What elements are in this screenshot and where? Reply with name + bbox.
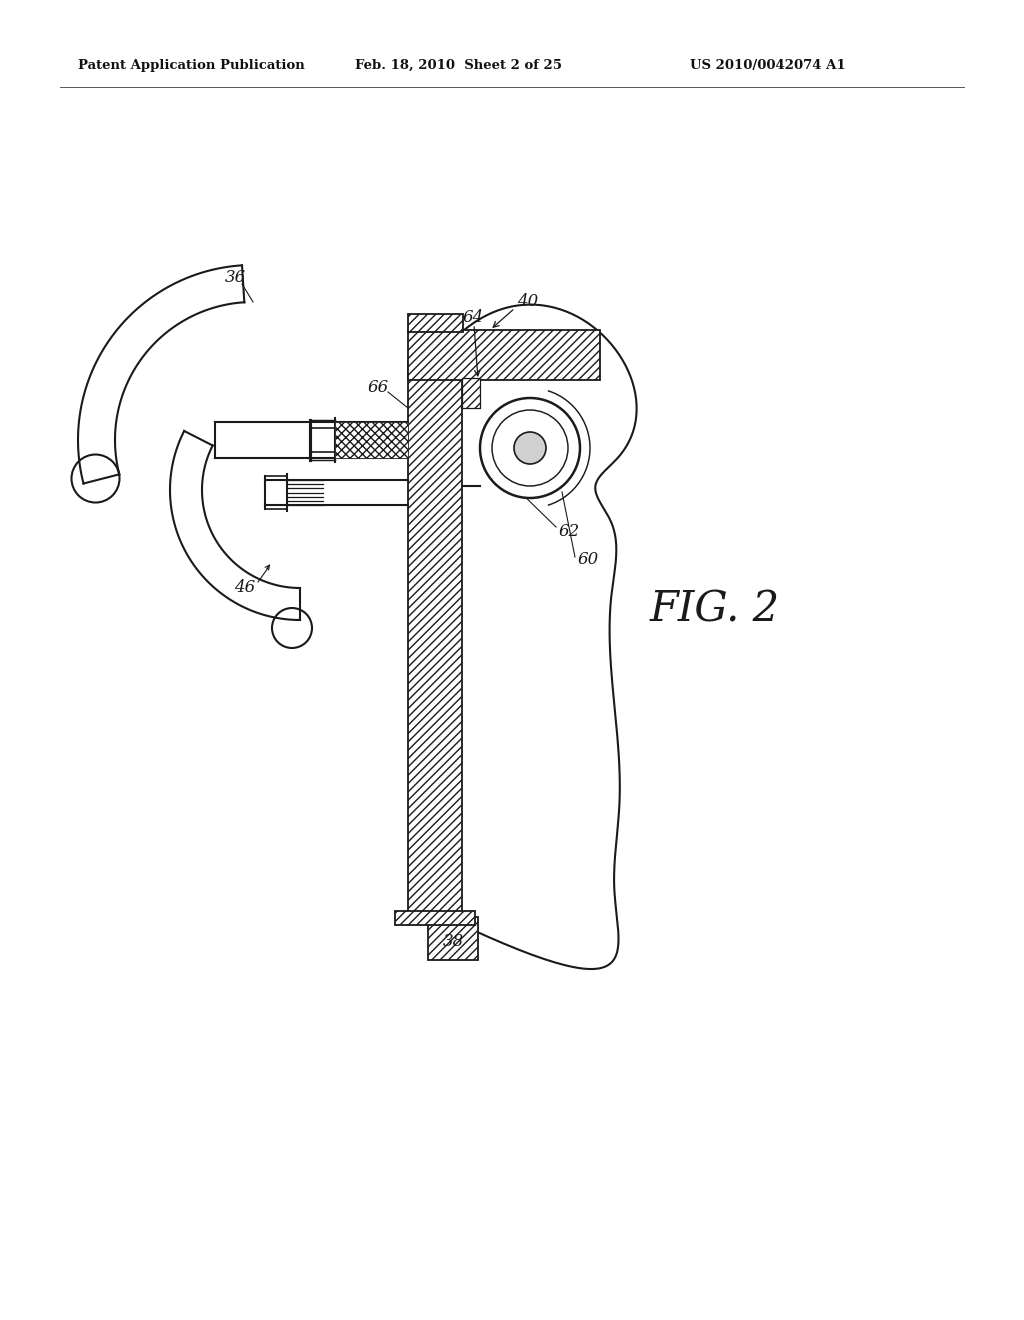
Bar [408,360,462,920]
Text: 62: 62 [559,524,581,540]
Text: Feb. 18, 2010  Sheet 2 of 25: Feb. 18, 2010 Sheet 2 of 25 [355,58,562,71]
Bar [428,917,478,960]
Bar [335,422,408,458]
Text: 64: 64 [463,309,483,326]
Circle shape [480,399,580,498]
Text: 40: 40 [517,293,539,310]
Text: 38: 38 [442,933,464,950]
Text: Patent Application Publication: Patent Application Publication [78,58,305,71]
Circle shape [492,411,568,486]
Bar [408,314,463,333]
Text: 36: 36 [224,269,246,286]
Text: US 2010/0042074 A1: US 2010/0042074 A1 [690,58,846,71]
Text: 66: 66 [368,380,389,396]
Bar [462,378,480,408]
Text: 46: 46 [234,578,256,595]
Circle shape [514,432,546,465]
Text: FIG. 2: FIG. 2 [650,589,780,631]
Bar [408,330,600,380]
Text: 60: 60 [578,552,599,569]
Bar [395,911,475,925]
